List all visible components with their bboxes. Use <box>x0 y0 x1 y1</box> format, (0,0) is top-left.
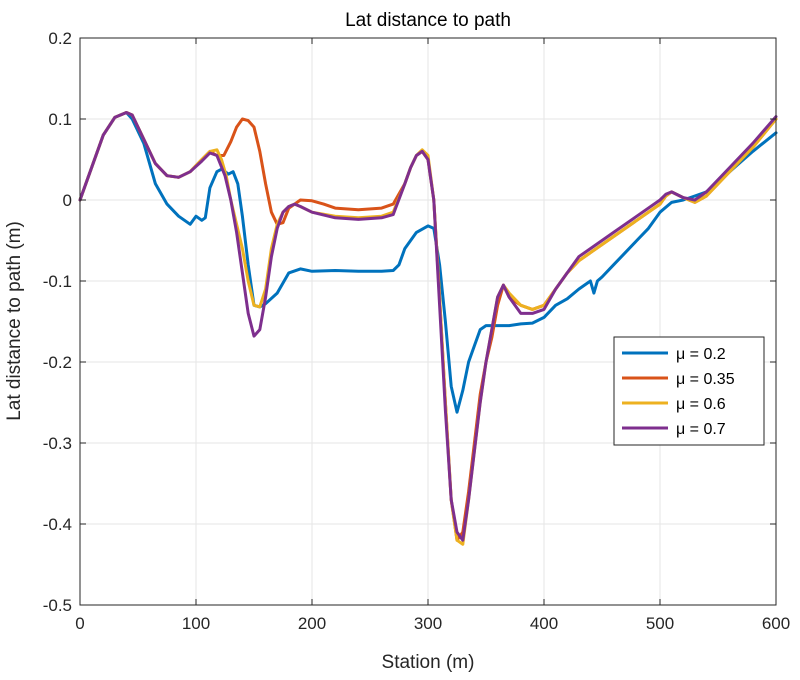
x-axis-label: Station (m) <box>382 652 475 673</box>
y-tick-label: 0 <box>63 191 72 210</box>
y-tick-label: 0.1 <box>48 110 72 129</box>
series-lines <box>78 111 778 546</box>
x-tick-label: 400 <box>530 614 558 633</box>
legend-label-1: μ = 0.2 <box>676 346 726 363</box>
series-line-1 <box>78 111 778 414</box>
x-tick-label: 500 <box>646 614 674 633</box>
legend-label-4: μ = 0.7 <box>676 421 726 438</box>
y-tick-label: -0.5 <box>43 596 72 615</box>
x-tick-label: 100 <box>182 614 210 633</box>
y-tick-label: -0.1 <box>43 272 72 291</box>
legend-label-3: μ = 0.6 <box>676 396 726 413</box>
axis-ticks: 0 100 200 300 400 500 600 -0.5 -0.4 -0.3 -0.2 -0.1 0… <box>43 29 790 633</box>
y-tick-label: 0.2 <box>48 29 72 48</box>
chart-title: Lat distance to path <box>345 10 511 31</box>
y-tick-label: -0.2 <box>43 353 72 372</box>
y-axis-label: Lat distance to path (m) <box>4 221 25 421</box>
legend: μ = 0.2 μ = 0.35 μ = 0.6 μ = 0.7 <box>613 336 765 446</box>
series-line-4 <box>78 111 778 542</box>
x-tick-label: 0 <box>75 614 84 633</box>
x-tick-label: 300 <box>414 614 442 633</box>
x-tick-label: 600 <box>762 614 790 633</box>
x-tick-label: 200 <box>298 614 326 633</box>
y-tick-label: -0.4 <box>43 515 72 534</box>
y-tick-label: -0.3 <box>43 434 72 453</box>
legend-label-2: μ = 0.35 <box>676 371 735 388</box>
